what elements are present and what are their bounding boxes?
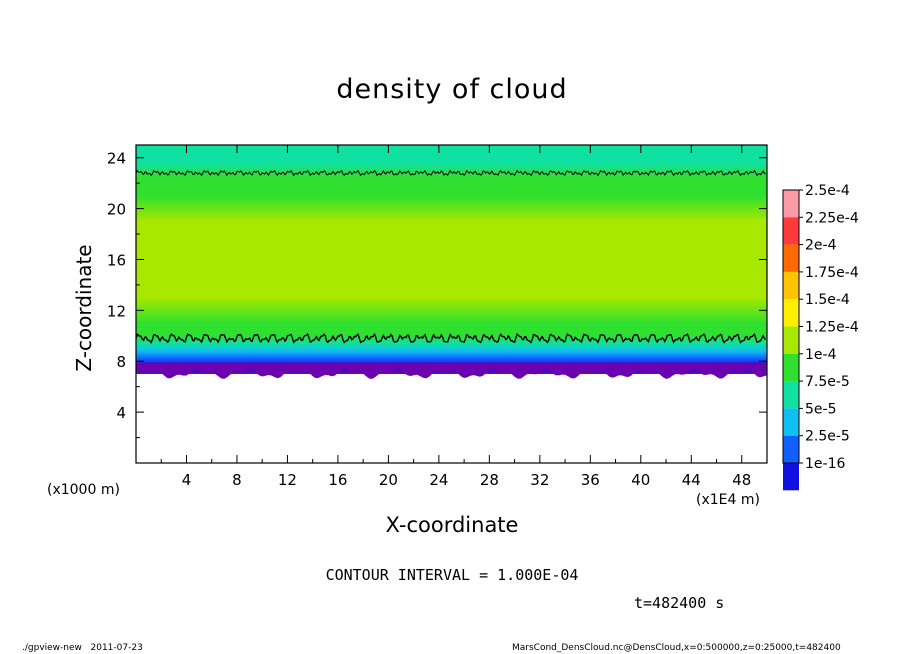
colorbar-label: 2.5e-4 xyxy=(805,183,850,199)
colorbar-label: 5e-5 xyxy=(805,401,836,417)
plot-background xyxy=(136,145,767,463)
footer-program: ./gpview-new 2011-07-23 xyxy=(22,643,143,653)
plot-frame xyxy=(135,144,768,464)
y-tick-label: 4 xyxy=(116,404,126,422)
z-unit-label: (x1000 m) xyxy=(47,482,120,498)
colorbar-swatch xyxy=(783,244,799,272)
chart-title: density of cloud xyxy=(336,74,568,105)
colorbar-label: 1.75e-4 xyxy=(805,265,859,281)
x-tick-label: 32 xyxy=(530,471,549,489)
colorbar-swatch xyxy=(783,381,799,409)
footer-date: 2011-07-23 xyxy=(90,643,143,653)
colorbar-swatch xyxy=(783,271,799,300)
colorbar: 2.5e-4 2.25e-4 2e-4 1.75e-4 1.5e-4 1.25e-4 1e-… xyxy=(782,183,859,491)
colorbar-label: 7.5e-5 xyxy=(805,374,850,390)
x-tick-label: 12 xyxy=(278,471,297,489)
y-tick-label: 8 xyxy=(116,353,126,371)
colorbar-swatch xyxy=(783,463,799,491)
colorbar-label: 1e-16 xyxy=(805,456,845,472)
colorbar-frame xyxy=(782,189,800,464)
footer-program-name: ./gpview-new xyxy=(22,643,82,653)
x-tick-label: 40 xyxy=(631,471,650,489)
cloud-base-band xyxy=(136,362,767,379)
x-tick-label: 44 xyxy=(682,471,701,489)
colorbar-label: 2.5e-5 xyxy=(805,429,850,445)
x-tick-label: 36 xyxy=(581,471,600,489)
colorbar-label: 1.5e-4 xyxy=(805,292,850,308)
x-axis-label: X-coordinate xyxy=(385,513,519,537)
contour-line xyxy=(135,169,766,177)
colorbar-swatch xyxy=(783,217,799,245)
y-tick-label: 20 xyxy=(107,201,126,219)
footer-source: MarsCond_DensCloud.nc@DensCloud,x=0:5000… xyxy=(512,643,841,653)
y-tick-label: 12 xyxy=(107,302,126,320)
plot-area xyxy=(135,145,767,463)
colorbar-swatch xyxy=(783,408,799,436)
x-tick-label: 24 xyxy=(429,471,448,489)
x-unit-label: (x1E4 m) xyxy=(696,492,760,508)
colorbar-label: 2.25e-4 xyxy=(805,210,859,226)
colorbar-label: 2e-4 xyxy=(805,238,837,254)
contour-interval-text: CONTOUR INTERVAL = 1.000E-04 xyxy=(325,566,579,584)
x-tick-label: 8 xyxy=(232,471,242,489)
density-field xyxy=(136,145,767,374)
y-tick-label: 24 xyxy=(107,150,126,168)
colorbar-label: 1.25e-4 xyxy=(805,320,859,336)
x-tick-label: 16 xyxy=(328,471,347,489)
time-text: t=482400 s xyxy=(634,594,725,612)
colorbar-swatch xyxy=(783,353,799,382)
y-tick-label: 16 xyxy=(107,251,126,269)
x-tick-label: 20 xyxy=(379,471,398,489)
colorbar-swatch xyxy=(783,190,799,218)
colorbar-swatch xyxy=(783,435,799,463)
y-axis-label: Z-coordinate xyxy=(72,244,96,372)
colorbar-swatch xyxy=(783,326,799,354)
x-tick-label: 28 xyxy=(480,471,499,489)
colorbar-label: 1e-4 xyxy=(805,347,837,363)
x-tick-label: 48 xyxy=(732,471,751,489)
x-tick-label: 4 xyxy=(182,471,192,489)
contour-line xyxy=(135,332,767,344)
colorbar-swatch xyxy=(783,299,799,327)
